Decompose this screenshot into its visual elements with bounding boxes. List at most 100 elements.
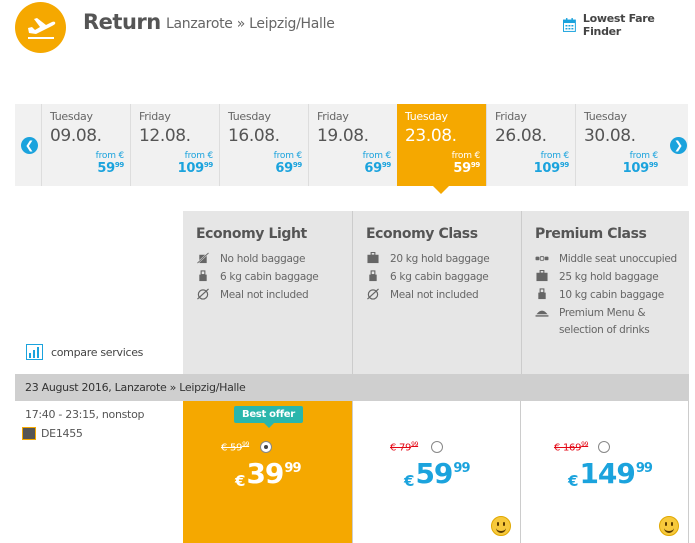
- flight-number-label: DE1455: [41, 427, 83, 440]
- airline-logo-icon: [22, 427, 36, 440]
- date-label: 23.08.: [405, 126, 457, 146]
- day-of-week: Friday: [139, 110, 171, 123]
- flight-number[interactable]: DE1455: [22, 427, 83, 440]
- flight-time: 17:40 - 23:15, nonstop: [25, 408, 145, 421]
- from-label: from €: [362, 151, 392, 161]
- date-tile[interactable]: Tuesday 30.08. from €10999: [575, 104, 664, 186]
- calendar-icon: [563, 18, 576, 32]
- date-price: 5999: [453, 161, 480, 176]
- no-meal-icon: [367, 288, 379, 300]
- price-cents: 99: [203, 161, 213, 169]
- price-cents: 99: [470, 161, 480, 169]
- price-amount: 39: [246, 457, 284, 490]
- date-price: 6999: [364, 161, 391, 176]
- fare-feature: 6 kg cabin baggage: [196, 269, 346, 286]
- compare-services-link[interactable]: compare services: [26, 344, 143, 360]
- fare-radio[interactable]: [431, 441, 443, 453]
- best-offer-badge: Best offer: [234, 406, 303, 428]
- old-price-amount: € 169: [554, 442, 582, 454]
- date-price: 10999: [533, 161, 570, 176]
- flight-header: 23 August 2016, Lanzarote » Leipzig/Hall…: [15, 374, 689, 401]
- compare-services-label: compare services: [51, 345, 144, 359]
- fare-price-cell[interactable]: € 16999 €149 99: [521, 401, 689, 543]
- fare-feature-text: 20 kg hold baggage: [390, 253, 490, 265]
- date-label: 19.08.: [317, 126, 369, 146]
- flight-date-route: 23 August 2016, Lanzarote » Leipzig/Hall…: [25, 381, 246, 394]
- prev-dates-button[interactable]: ❮: [21, 137, 38, 154]
- fare-class-column: Economy Light No hold baggage 6 kg cabin b…: [183, 211, 352, 374]
- compare-chart-icon: [26, 344, 43, 360]
- no-meal-icon: [197, 288, 209, 300]
- fare-price: €39 99: [235, 457, 302, 490]
- fare-feature: 25 kg hold baggage: [535, 269, 685, 286]
- cabin-bag-icon: [538, 288, 546, 300]
- price-amount: 59: [97, 161, 115, 176]
- old-price-amount: € 79: [390, 442, 412, 454]
- fare-feature-text: 6 kg cabin baggage: [390, 271, 489, 283]
- day-of-week: Friday: [317, 110, 349, 123]
- price-amount: 59: [453, 161, 471, 176]
- fare-radio[interactable]: [598, 441, 610, 453]
- day-of-week: Friday: [495, 110, 527, 123]
- fare-class-title: Economy Light: [196, 226, 307, 242]
- fare-feature: Premium Menu & selection of drinks: [535, 305, 685, 339]
- fare-feature: 20 kg hold baggage: [366, 251, 516, 268]
- fare-price-cell[interactable]: € 7999 €59 99: [352, 401, 521, 543]
- date-tile[interactable]: Tuesday 09.08. from €5999: [41, 104, 130, 186]
- old-price-cents: 99: [581, 441, 589, 448]
- date-price: 10999: [623, 161, 659, 176]
- fare-feature-text: Middle seat unoccupied: [559, 253, 677, 265]
- price-cents: 99: [284, 461, 301, 476]
- next-dates-button[interactable]: ❯: [670, 137, 687, 154]
- fare-price: €59 99: [404, 457, 471, 490]
- fare-class-column: Premium Class Middle seat unoccupied 25 kg…: [521, 211, 689, 374]
- day-of-week: Tuesday: [228, 110, 271, 123]
- meal-icon: [535, 310, 549, 317]
- fare-feature: Middle seat unoccupied: [535, 251, 685, 268]
- fare-price: €149 99: [568, 457, 653, 490]
- fare-feature-text: No hold baggage: [220, 253, 306, 265]
- date-tile[interactable]: Tuesday 23.08. from €5999: [397, 104, 486, 194]
- price-cents: 99: [292, 161, 302, 169]
- currency-symbol: €: [568, 472, 578, 490]
- price-cents: 99: [648, 161, 658, 169]
- date-tile[interactable]: Friday 26.08. from €10999: [486, 104, 575, 186]
- fare-radio[interactable]: [260, 441, 272, 453]
- fare-price-cell[interactable]: Best offer € 5999 €39 99: [183, 401, 352, 543]
- date-label: 16.08.: [228, 126, 280, 146]
- no-baggage-icon: [196, 252, 210, 264]
- from-label: from €: [273, 151, 303, 161]
- date-tile[interactable]: Tuesday 16.08. from €6999: [219, 104, 308, 186]
- from-label: from €: [629, 151, 659, 161]
- price-amount: 109: [177, 161, 205, 176]
- fare-feature-text: Premium Menu & selection of drinks: [559, 307, 650, 336]
- price-cents: 99: [114, 161, 124, 169]
- lowest-fare-finder-label: Lowest Fare Finder: [582, 12, 655, 38]
- old-price-amount: € 59: [221, 442, 243, 454]
- fare-class-title: Premium Class: [535, 226, 647, 242]
- page-title: Return: [83, 10, 161, 34]
- currency-symbol: €: [404, 472, 414, 490]
- date-price: 6999: [275, 161, 302, 176]
- date-tile[interactable]: Friday 12.08. from €10999: [130, 104, 219, 186]
- old-price: € 16999: [554, 441, 588, 453]
- fare-feature-text: Meal not included: [220, 289, 309, 301]
- route-label: Lanzarote » Leipzig/Halle: [166, 16, 335, 32]
- fare-feature-text: 10 kg cabin baggage: [559, 289, 664, 301]
- fare-feature: 6 kg cabin baggage: [366, 269, 516, 286]
- price-amount: 69: [275, 161, 293, 176]
- price-amount: 109: [533, 161, 561, 176]
- lowest-fare-finder-link[interactable]: Lowest Fare Finder: [563, 12, 695, 38]
- day-of-week: Tuesday: [584, 110, 627, 123]
- from-label: from €: [184, 151, 214, 161]
- date-label: 09.08.: [50, 126, 102, 146]
- date-tile[interactable]: Friday 19.08. from €6999: [308, 104, 397, 186]
- fare-feature: Meal not included: [366, 287, 516, 304]
- fare-class-title: Economy Class: [366, 226, 478, 242]
- date-label: 26.08.: [495, 126, 547, 146]
- fare-feature-text: Meal not included: [390, 289, 479, 301]
- price-amount: 149: [579, 457, 635, 490]
- price-amount: 69: [364, 161, 382, 176]
- old-price: € 5999: [221, 441, 249, 453]
- price-cents: 99: [559, 161, 569, 169]
